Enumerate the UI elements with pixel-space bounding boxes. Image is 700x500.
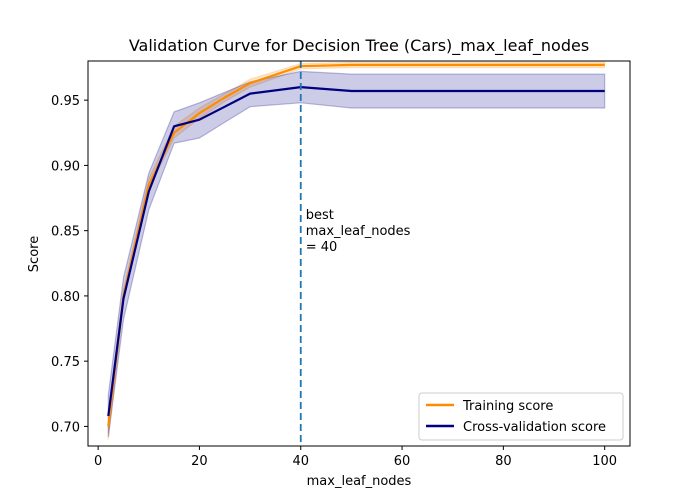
x-tick-label: 20: [191, 454, 208, 469]
annotation-line: best: [306, 208, 334, 223]
annotation-line: max_leaf_nodes: [306, 224, 411, 239]
y-tick-label: 0.70: [51, 420, 80, 435]
x-tick-label: 0: [94, 454, 102, 469]
annotation-line: = 40: [306, 240, 338, 255]
y-tick-label: 0.95: [51, 94, 80, 109]
x-tick-label: 40: [292, 454, 309, 469]
y-axis-label: Score: [27, 236, 42, 272]
legend-frame: [418, 392, 624, 441]
x-tick-label: 100: [592, 454, 617, 469]
y-tick-label: 0.85: [51, 225, 80, 240]
legend-label: Cross-validation score: [463, 420, 606, 435]
legend-label: Training score: [462, 399, 553, 414]
x-tick-label: 60: [394, 454, 411, 469]
confidence-bands: [107, 61, 606, 440]
legend: Training score Cross-validation score: [418, 392, 624, 441]
x-axis-ticks: 0 20 40 60 80 100: [94, 446, 617, 469]
line-cross-validation: [107, 85, 605, 417]
x-tick-label: 80: [495, 454, 512, 469]
y-tick-label: 0.90: [51, 159, 80, 174]
y-tick-label: 0.75: [51, 355, 80, 370]
line-training: [107, 63, 605, 427]
band-cross-validation: [107, 70, 606, 437]
y-axis-ticks: 0.70 0.75 0.80 0.85 0.90 0.95: [51, 94, 88, 435]
series-lines: [107, 63, 605, 427]
y-tick-label: 0.80: [51, 290, 80, 305]
band-training: [107, 61, 606, 440]
chart-title: Validation Curve for Decision Tree (Cars…: [129, 36, 589, 56]
x-axis-label: max_leaf_nodes: [307, 474, 412, 489]
plot-area-frame: [87, 60, 631, 447]
